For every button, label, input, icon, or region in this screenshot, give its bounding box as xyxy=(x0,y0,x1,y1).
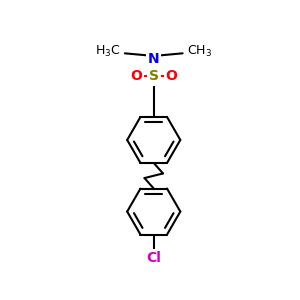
Text: H$_3$C: H$_3$C xyxy=(95,44,120,59)
Text: Cl: Cl xyxy=(146,251,161,265)
Text: O: O xyxy=(165,69,177,83)
Text: N: N xyxy=(148,52,160,66)
Text: O: O xyxy=(130,69,142,83)
Text: S: S xyxy=(149,69,159,83)
Text: CH$_3$: CH$_3$ xyxy=(187,44,212,59)
